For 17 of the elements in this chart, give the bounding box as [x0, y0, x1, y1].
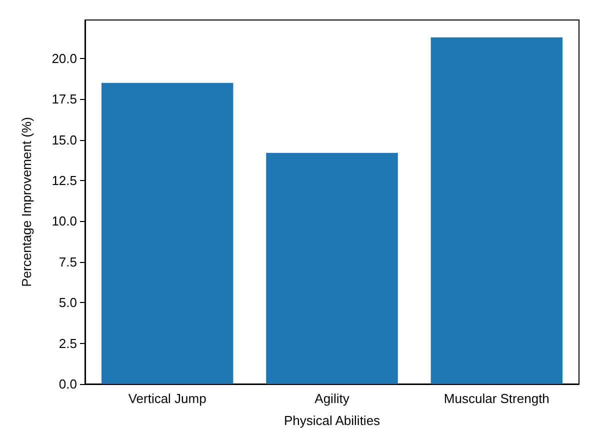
bar [266, 152, 398, 384]
y-tick-label: 10.0 [52, 214, 77, 229]
x-axis-title: Physical Abilities [284, 413, 381, 428]
x-tick-label: Agility [314, 391, 350, 406]
y-tick-label: 5.0 [58, 295, 77, 310]
y-tick-label: 0.0 [58, 376, 77, 392]
y-tick-label: 12.5 [52, 173, 77, 188]
x-tick-label: Vertical Jump [128, 391, 206, 406]
y-tick-label: 20.0 [52, 50, 77, 66]
y-tick-label: 17.5 [52, 92, 77, 107]
y-tick-label: 2.5 [58, 336, 77, 351]
bar [101, 82, 234, 384]
bar [430, 37, 563, 384]
y-axis-title: Percentage Improvement (%) [19, 117, 34, 287]
y-tick-label: 15.0 [52, 132, 77, 148]
y-tick-label: 7.5 [58, 254, 77, 270]
x-tick-label: Muscular Strength [444, 391, 550, 406]
